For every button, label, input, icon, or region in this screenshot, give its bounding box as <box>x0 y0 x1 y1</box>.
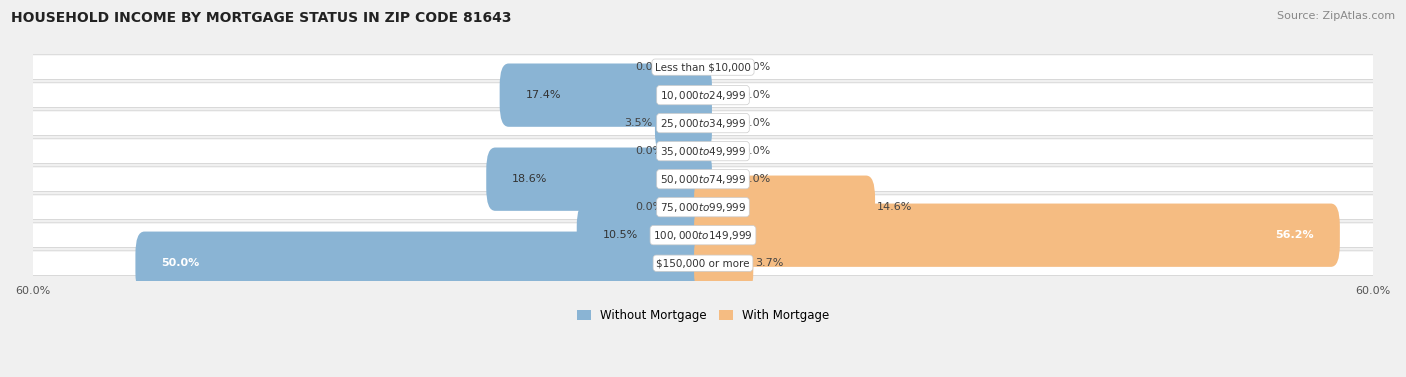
Text: 0.0%: 0.0% <box>742 118 770 128</box>
Text: 0.0%: 0.0% <box>742 90 770 100</box>
Text: $35,000 to $49,999: $35,000 to $49,999 <box>659 145 747 158</box>
FancyBboxPatch shape <box>32 139 1374 164</box>
FancyBboxPatch shape <box>32 195 1374 219</box>
Text: $50,000 to $74,999: $50,000 to $74,999 <box>659 173 747 186</box>
Text: 3.7%: 3.7% <box>755 258 785 268</box>
Text: 0.0%: 0.0% <box>636 146 664 156</box>
FancyBboxPatch shape <box>32 55 1374 80</box>
FancyBboxPatch shape <box>32 223 1374 248</box>
FancyBboxPatch shape <box>576 204 711 267</box>
Text: 10.5%: 10.5% <box>602 230 638 240</box>
Text: Source: ZipAtlas.com: Source: ZipAtlas.com <box>1277 11 1395 21</box>
FancyBboxPatch shape <box>655 92 711 155</box>
Text: 14.6%: 14.6% <box>877 202 912 212</box>
Text: 0.0%: 0.0% <box>636 62 664 72</box>
Text: 3.5%: 3.5% <box>624 118 652 128</box>
Text: Less than $10,000: Less than $10,000 <box>655 62 751 72</box>
Text: $100,000 to $149,999: $100,000 to $149,999 <box>654 229 752 242</box>
Text: $10,000 to $24,999: $10,000 to $24,999 <box>659 89 747 102</box>
Text: 0.0%: 0.0% <box>742 62 770 72</box>
Text: 0.0%: 0.0% <box>636 202 664 212</box>
Text: 17.4%: 17.4% <box>526 90 561 100</box>
Text: 56.2%: 56.2% <box>1275 230 1315 240</box>
Legend: Without Mortgage, With Mortgage: Without Mortgage, With Mortgage <box>572 304 834 326</box>
FancyBboxPatch shape <box>32 111 1374 135</box>
FancyBboxPatch shape <box>499 63 711 127</box>
FancyBboxPatch shape <box>32 83 1374 107</box>
FancyBboxPatch shape <box>135 231 711 295</box>
Text: $150,000 or more: $150,000 or more <box>657 258 749 268</box>
FancyBboxPatch shape <box>32 251 1374 276</box>
Text: 50.0%: 50.0% <box>162 258 200 268</box>
Text: 18.6%: 18.6% <box>512 174 547 184</box>
FancyBboxPatch shape <box>695 176 875 239</box>
Text: $75,000 to $99,999: $75,000 to $99,999 <box>659 201 747 214</box>
FancyBboxPatch shape <box>695 204 1340 267</box>
Text: $25,000 to $34,999: $25,000 to $34,999 <box>659 116 747 130</box>
FancyBboxPatch shape <box>695 231 754 295</box>
FancyBboxPatch shape <box>32 167 1374 192</box>
FancyBboxPatch shape <box>486 147 711 211</box>
Text: 0.0%: 0.0% <box>742 146 770 156</box>
Text: 0.0%: 0.0% <box>742 174 770 184</box>
Text: HOUSEHOLD INCOME BY MORTGAGE STATUS IN ZIP CODE 81643: HOUSEHOLD INCOME BY MORTGAGE STATUS IN Z… <box>11 11 512 25</box>
